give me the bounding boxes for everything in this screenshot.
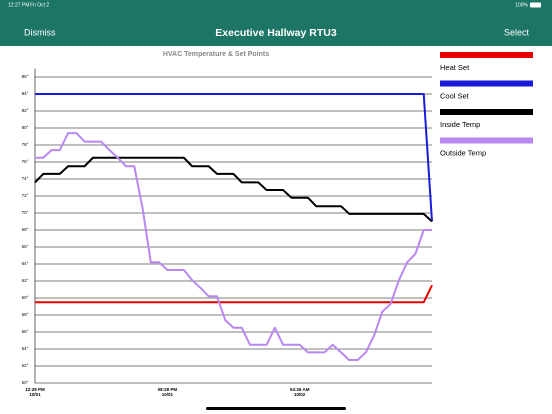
x-tick-date: 10/01 [162, 392, 174, 397]
legend-label: Inside Temp [440, 120, 480, 129]
y-tick-label: 76° [22, 159, 29, 164]
series-line [35, 284, 433, 304]
y-tick-label: 70° [22, 210, 29, 215]
legend-label: Outside Temp [440, 148, 486, 157]
y-tick-label: 80° [22, 125, 29, 130]
series-line [35, 93, 433, 222]
chart: 50° 52° 54° 56° 58° 60° 62° 64° 66° 68° 70° 72° 74° 7… [22, 52, 533, 397]
y-tick-label: 56° [22, 329, 29, 334]
y-tick-label: 60° [22, 295, 29, 300]
y-tick-label: 86° [22, 74, 29, 79]
legend-swatch [440, 109, 533, 115]
y-tick-label: 58° [22, 312, 29, 317]
y-tick-label: 74° [22, 176, 29, 181]
status-battery: 100% [515, 2, 528, 8]
y-tick-label: 54° [22, 346, 29, 351]
legend-swatch [440, 52, 533, 58]
x-tick-label: 04:26 AM [290, 387, 310, 392]
y-tick-label: 78° [22, 142, 29, 147]
legend-label: Cool Set [440, 91, 470, 100]
series-line [35, 132, 432, 362]
x-tick-date: 10/02 [294, 392, 306, 397]
y-tick-label: 62° [22, 278, 29, 283]
y-tick-label: 64° [22, 261, 29, 266]
y-tick-label: 50° [22, 380, 29, 385]
y-tick-label: 68° [22, 227, 29, 232]
y-tick-label: 52° [22, 363, 29, 368]
y-tick-label: 84° [22, 91, 29, 96]
x-tick-date: 10/01 [29, 392, 41, 397]
x-tick-label: 12:29 PM [25, 387, 45, 392]
chart-title: HVAC Temperature & Set Points [163, 51, 269, 58]
status-date: Fri Oct 2 [30, 2, 49, 8]
legend-swatch [440, 80, 533, 87]
y-tick-label: 82° [22, 108, 29, 113]
dismiss-button[interactable]: Dismiss [24, 27, 56, 37]
y-tick-label: 72° [22, 193, 29, 198]
legend-label: Heat Set [440, 63, 470, 72]
y-tick-label: 66° [22, 244, 29, 249]
series-line [34, 156, 433, 223]
home-indicator [206, 407, 346, 410]
nav-title: Executive Hallway RTU3 [215, 27, 337, 39]
legend-swatch [440, 137, 533, 144]
select-button[interactable]: Select [504, 27, 530, 37]
nav-bar [0, 0, 552, 46]
status-time: 12:27 PM [8, 2, 29, 8]
battery-icon [530, 2, 541, 8]
x-tick-label: 08:28 PM [158, 387, 178, 392]
